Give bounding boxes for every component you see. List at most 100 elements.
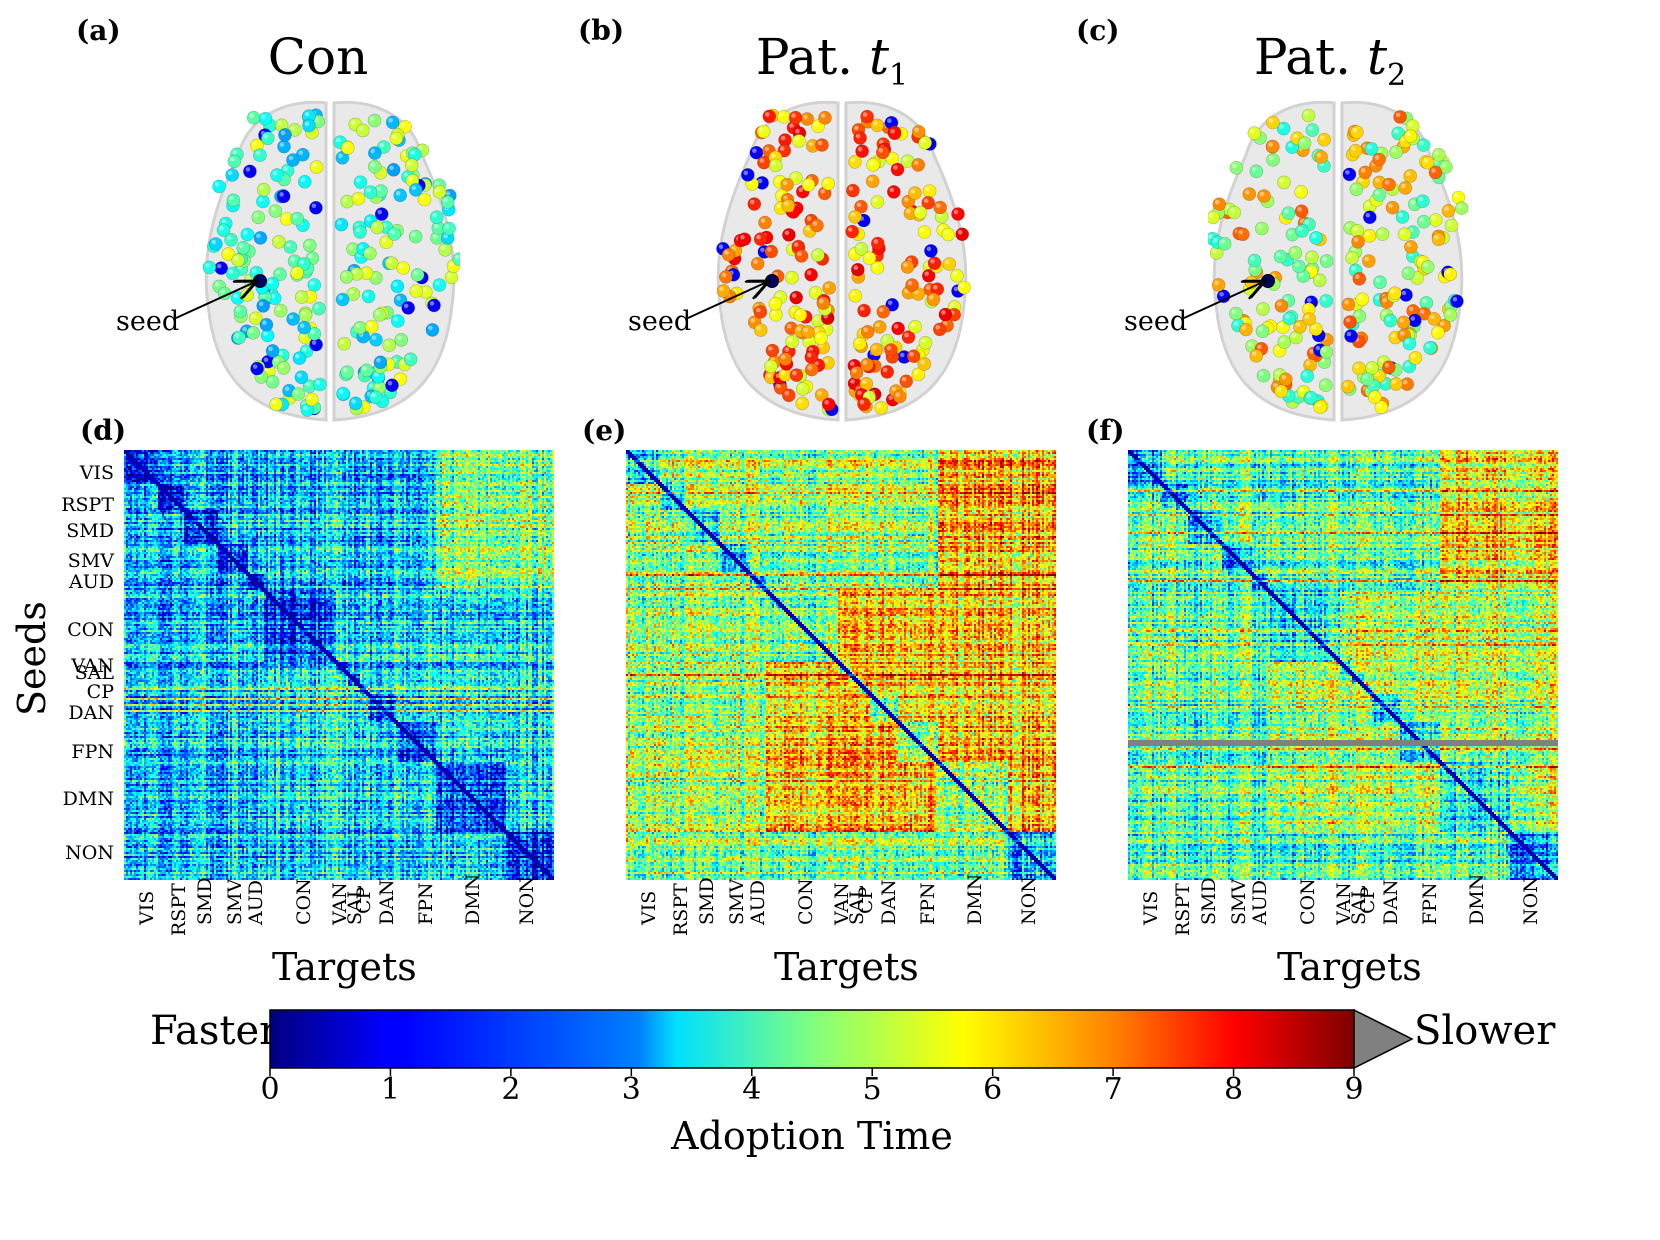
brain-region-node [951,207,965,221]
brain-region-node [276,189,291,204]
brain-node-highlight [268,377,273,383]
brain-region-node [303,238,317,253]
brain-node-highlight [893,324,899,329]
brain-node-highlight [903,262,908,268]
brain-region-node [1312,273,1327,288]
brain-node-highlight [228,269,233,274]
brain-node-highlight [1454,193,1459,198]
brain-pat-t1 [716,100,971,422]
brain-node-highlight [274,237,280,243]
brain-node-highlight [1384,180,1390,185]
brain-region-node [391,314,405,328]
brain-node-highlight [1275,370,1280,376]
brain-node-highlight [938,225,944,231]
colorbar-tick-label: 6 [983,1072,1003,1107]
brain-region-node [750,256,765,271]
brain-region-node [874,400,888,415]
brain-region-node [346,287,361,301]
brain-node-highlight [1273,383,1278,388]
brain-region-node [1341,297,1356,312]
brain-node-highlight [443,233,448,239]
brain-node-highlight [428,325,433,331]
brain-node-highlight [384,340,390,346]
target-label-rspt: RSPT [167,883,190,936]
brain-node-highlight [906,208,911,214]
brain-region-node [363,246,377,261]
brain-node-highlight [791,173,797,179]
brain-node-highlight [817,140,823,146]
brain-node-highlight [1229,208,1235,213]
brain-node-highlight [374,372,379,378]
brain-node-highlight [1410,200,1415,205]
brain-node-highlight [1360,168,1366,173]
brain-region-node [340,365,354,380]
brain-region-node [1431,232,1446,247]
brain-node-highlight [904,197,909,202]
target-label-vis: VIS [135,890,158,925]
brain-node-highlight [759,127,764,132]
brain-region-node [283,240,298,254]
colorbar-tick-label: 7 [1103,1072,1123,1107]
brain-node-highlight [338,295,343,300]
brain-node-highlight [390,229,395,235]
brain-region-node [273,267,287,281]
brain-con [202,100,460,422]
brain-region-node [795,396,809,411]
brain-node-highlight [784,201,789,206]
brain-region-node [1389,377,1403,391]
brain-region-node [845,224,859,239]
brain-node-highlight [1315,276,1320,281]
brain-region-node [795,382,810,396]
brain-node-highlight [794,136,800,142]
brain-node-highlight [1252,167,1257,172]
brain-region-node [1319,254,1334,268]
brain-region-node [250,361,264,376]
brain-region-node [261,131,275,146]
brain-node-highlight [784,230,790,236]
brain-node-highlight [1393,129,1399,134]
brain-node-highlight [337,220,342,225]
brain-region-node [1211,278,1226,292]
brain-node-highlight [381,237,387,243]
brain-region-node [373,355,388,370]
brain-node-highlight [850,212,856,218]
brain-node-highlight [315,380,321,385]
brain-node-highlight [299,323,305,328]
brain-region-node [1297,136,1312,150]
brain-region-node [950,268,964,283]
brain-node-highlight [780,146,785,151]
brain-node-highlight [413,270,418,276]
target-label-fpn: FPN [1419,882,1442,925]
brain-node-highlight [1388,203,1393,208]
brain-node-highlight [305,381,310,387]
brain-node-highlight [1259,371,1264,377]
brain-node-highlight [882,367,888,373]
brain-node-highlight [214,182,220,187]
brain-node-highlight [223,249,229,255]
brain-node-highlight [286,242,291,248]
brain-region-node [719,270,733,284]
brain-region-node [1282,311,1297,326]
brain-region-node [1276,121,1291,136]
brain-region-node [1360,372,1374,386]
brain-region-node [753,232,768,246]
brain-region-node [403,352,418,367]
brain-node-highlight [406,355,411,360]
brain-node-highlight [219,225,224,231]
brain-node-highlight [817,390,822,396]
brain-region-node [788,110,803,125]
brain-region-node [268,204,283,218]
brain-node-highlight [1419,217,1425,222]
brain-region-node [1363,210,1377,225]
brain-node-highlight [850,361,855,367]
brain-node-highlight [418,146,423,151]
brain-region-node [1249,348,1264,363]
brain-region-node [339,270,354,284]
brain-node-highlight [221,219,227,224]
brain-region-node [1302,312,1316,326]
brain-node-highlight [889,187,895,193]
brain-region-node [226,193,241,207]
brain-region-node [777,143,792,158]
brain-node-highlight [1288,230,1293,235]
brain-node-highlight [1377,402,1382,408]
